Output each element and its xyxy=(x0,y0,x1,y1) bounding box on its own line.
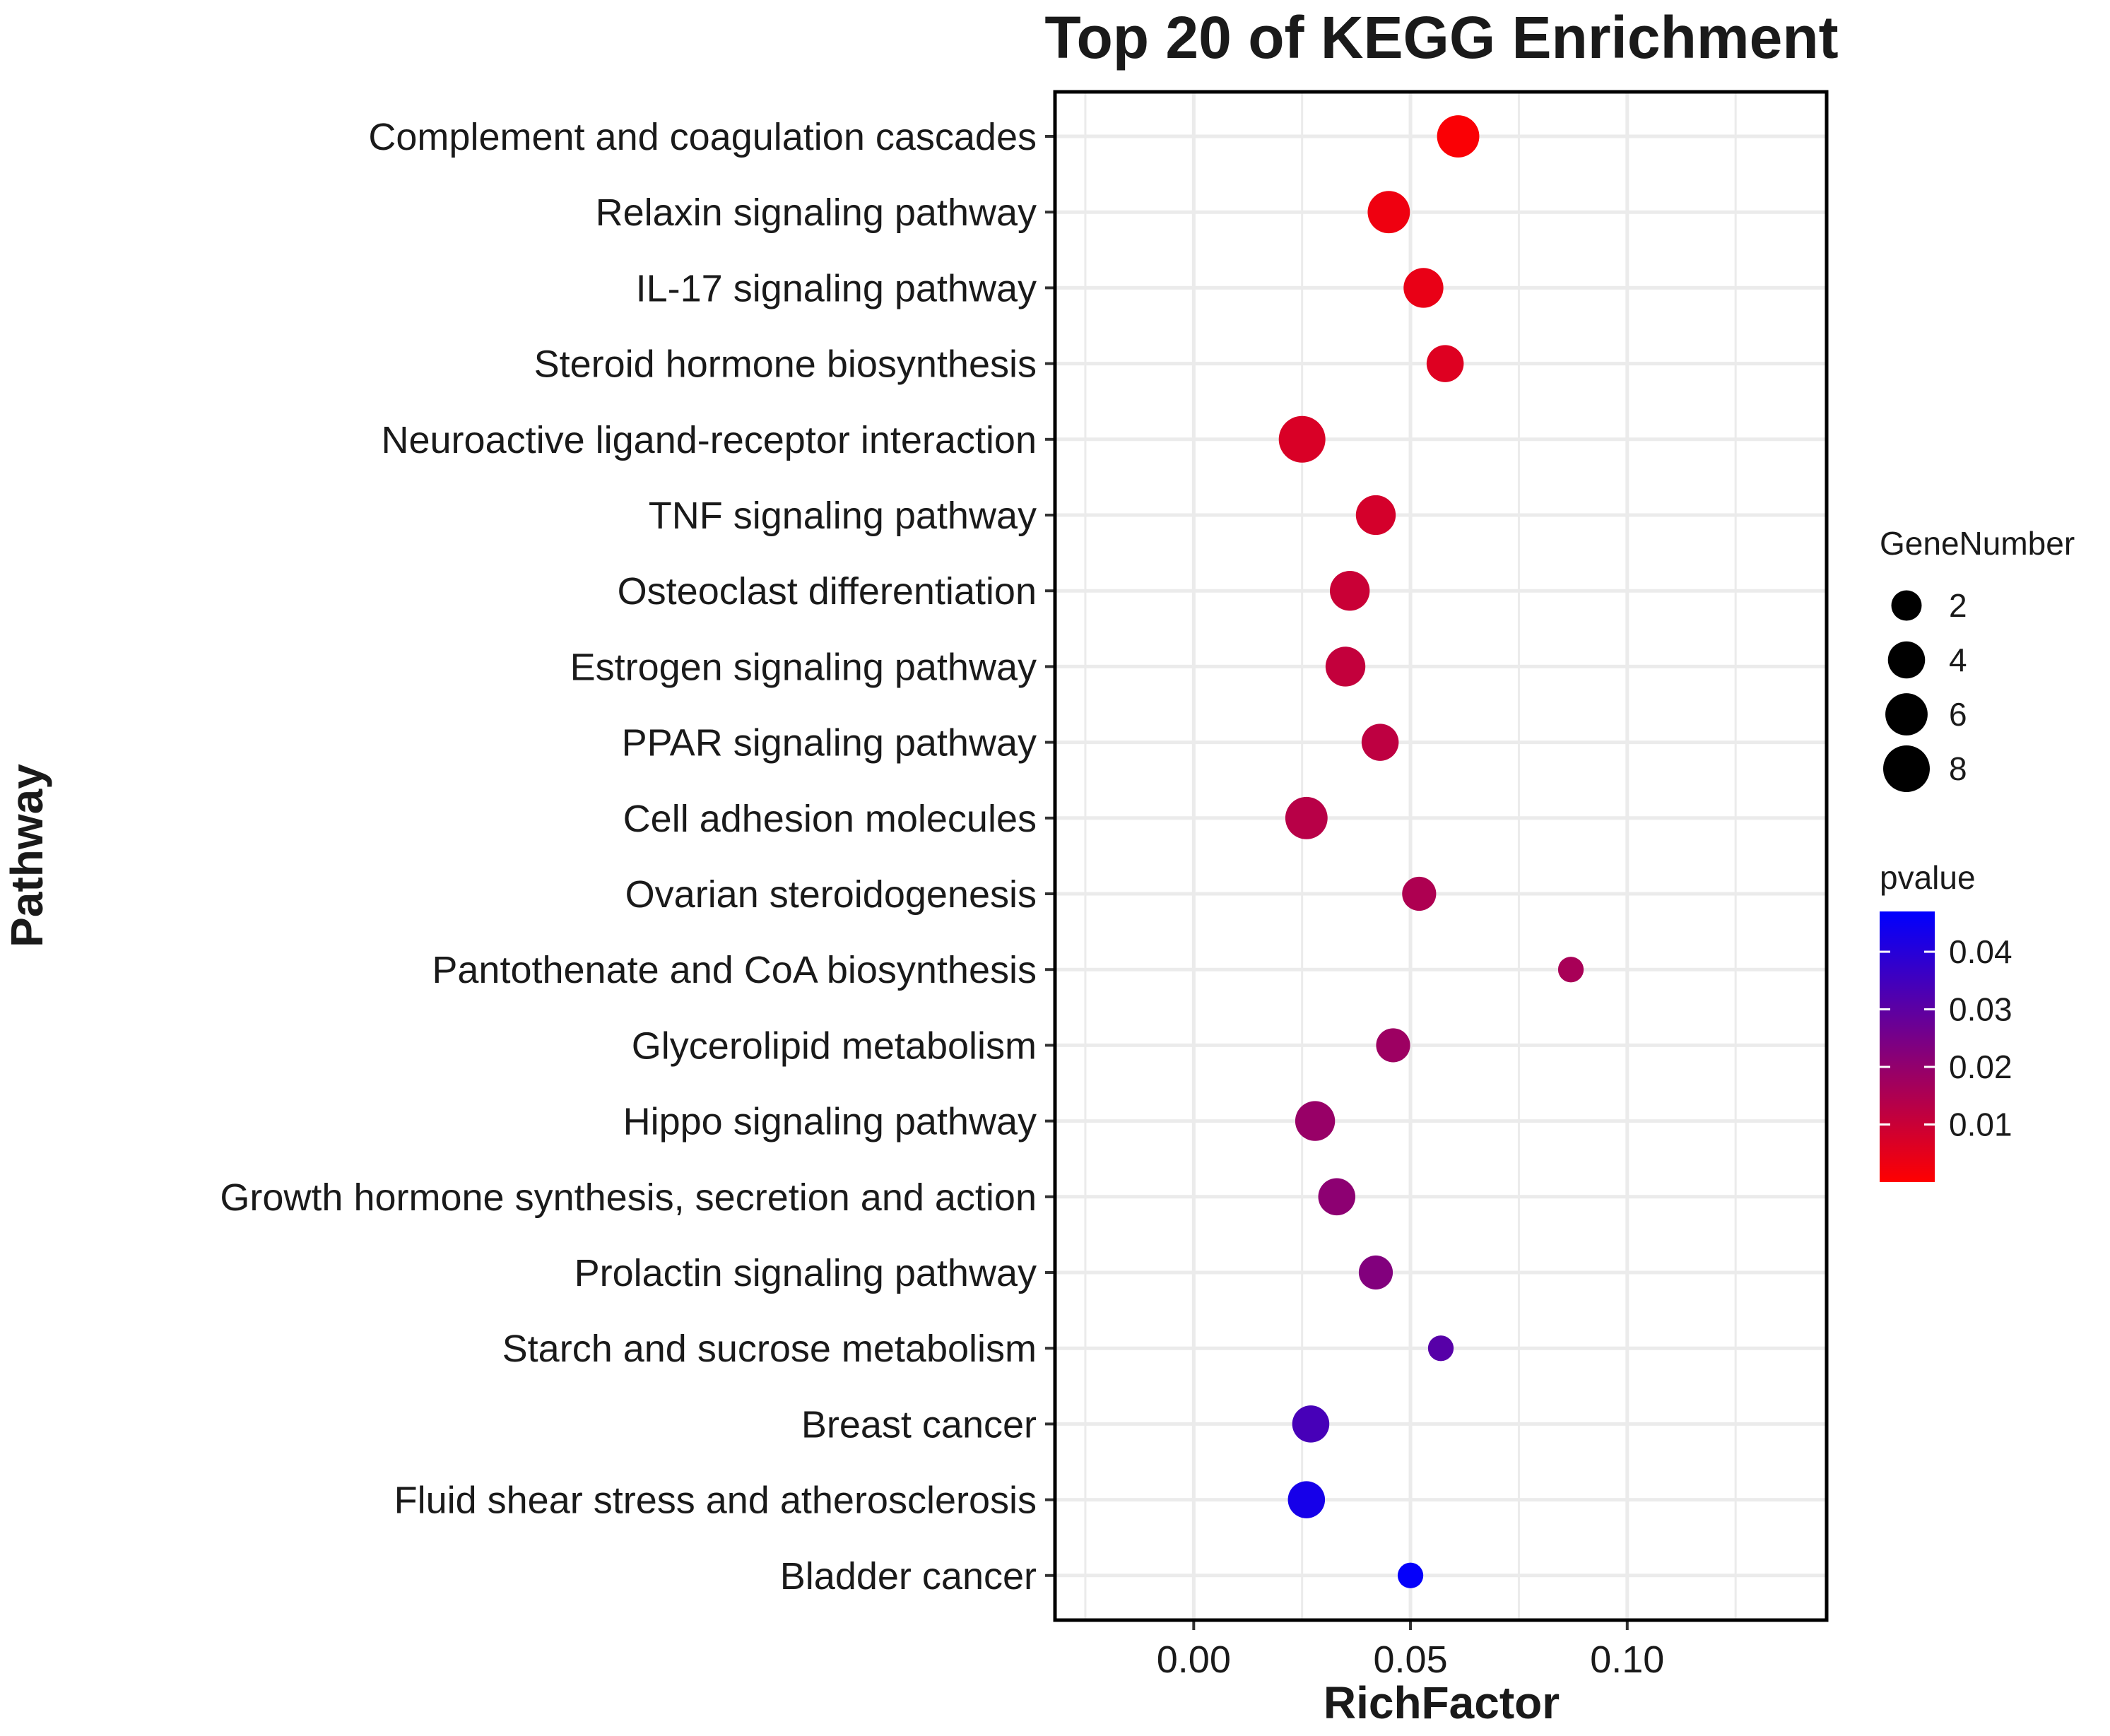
size-legend-key xyxy=(1885,693,1928,736)
size-legend-title: GeneNumber xyxy=(1880,525,2075,562)
y-tick-label: Hippo signaling pathway xyxy=(623,1101,1037,1143)
y-tick-label: Osteoclast differentiation xyxy=(618,570,1037,613)
x-tick-label: 0.10 xyxy=(1590,1638,1664,1681)
data-point xyxy=(1437,115,1480,158)
chart-title: Top 20 of KEGG Enrichment xyxy=(1044,4,1838,71)
y-tick-label: Glycerolipid metabolism xyxy=(632,1025,1037,1067)
data-point xyxy=(1403,268,1444,308)
data-points xyxy=(1278,115,1584,1588)
data-point xyxy=(1427,1335,1454,1362)
data-point xyxy=(1402,876,1437,911)
y-axis: Complement and coagulation cascades Relax… xyxy=(220,116,1055,1598)
data-point xyxy=(1358,1255,1393,1290)
size-legend: GeneNumber 2 4 6 8 xyxy=(1880,525,2075,792)
y-axis-title: Pathway xyxy=(1,764,52,947)
data-point xyxy=(1318,1178,1356,1216)
color-legend-label: 0.03 xyxy=(1949,991,2012,1028)
data-point xyxy=(1397,1562,1424,1588)
color-legend-label: 0.04 xyxy=(1949,933,2012,970)
y-tick-label: PPAR signaling pathway xyxy=(622,722,1037,764)
y-tick-label: Cell adhesion molecules xyxy=(623,798,1037,840)
y-tick-label: Estrogen signaling pathway xyxy=(570,646,1037,688)
color-legend-bar xyxy=(1880,911,1935,1182)
data-point xyxy=(1292,1405,1330,1443)
x-tick-label: 0.00 xyxy=(1157,1638,1231,1681)
size-legend-label: 2 xyxy=(1949,587,1967,624)
data-point xyxy=(1376,1028,1410,1063)
y-tick-label: Fluid shear stress and atherosclerosis xyxy=(394,1480,1037,1522)
y-tick-label: Relaxin signaling pathway xyxy=(596,191,1037,234)
data-point xyxy=(1295,1101,1336,1141)
data-point xyxy=(1426,345,1464,382)
color-legend-label: 0.01 xyxy=(1949,1106,2012,1143)
y-tick-label: Breast cancer xyxy=(801,1403,1037,1446)
size-legend-key xyxy=(1887,641,1926,679)
x-axis-title: RichFactor xyxy=(1324,1677,1560,1728)
color-legend-title: pvalue xyxy=(1880,859,1976,896)
color-legend-label: 0.02 xyxy=(1949,1049,2012,1085)
data-point xyxy=(1361,724,1399,761)
y-tick-label: Pantothenate and CoA biosynthesis xyxy=(432,949,1037,991)
y-tick-label: Steroid hormone biosynthesis xyxy=(534,343,1037,386)
y-tick-label: Starch and sucrose metabolism xyxy=(502,1328,1037,1370)
data-point xyxy=(1287,1481,1326,1518)
grid xyxy=(1055,92,1827,1620)
y-tick-label: Neuroactive ligand-receptor interaction xyxy=(382,419,1037,461)
plot-panel xyxy=(1055,92,1827,1620)
x-axis: 0.00 0.05 0.10 xyxy=(1157,1620,1664,1681)
data-point xyxy=(1557,957,1584,983)
data-point xyxy=(1278,415,1326,463)
data-point xyxy=(1367,191,1410,234)
y-tick-label: TNF signaling pathway xyxy=(649,495,1037,537)
data-point xyxy=(1329,571,1370,611)
y-tick-label: IL-17 signaling pathway xyxy=(636,267,1037,309)
y-tick-label: Prolactin signaling pathway xyxy=(574,1252,1037,1294)
data-point xyxy=(1355,495,1396,536)
size-legend-label: 6 xyxy=(1949,696,1967,733)
y-tick-label: Growth hormone synthesis, secretion and … xyxy=(220,1176,1037,1219)
x-tick-label: 0.05 xyxy=(1374,1638,1448,1681)
y-tick-label: Bladder cancer xyxy=(780,1555,1037,1598)
data-point xyxy=(1325,646,1366,687)
size-legend-label: 8 xyxy=(1949,750,1967,787)
color-legend: pvalue 0.04 0.03 0.02 0.01 xyxy=(1880,859,2012,1182)
plot-border xyxy=(1053,90,1829,1622)
size-legend-key xyxy=(1891,590,1922,621)
y-tick-label: Complement and coagulation cascades xyxy=(368,116,1037,158)
y-tick-label: Ovarian steroidogenesis xyxy=(625,873,1037,916)
size-legend-label: 4 xyxy=(1949,642,1967,678)
data-point xyxy=(1285,796,1328,839)
size-legend-key xyxy=(1883,745,1930,792)
